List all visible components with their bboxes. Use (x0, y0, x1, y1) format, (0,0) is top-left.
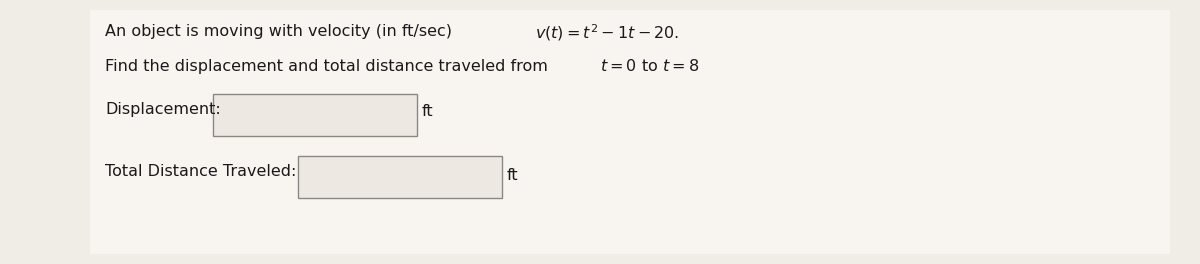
Text: ft: ft (508, 168, 518, 183)
Text: Total Distance Traveled:: Total Distance Traveled: (106, 164, 296, 179)
Text: An object is moving with velocity (in ft/sec): An object is moving with velocity (in ft… (106, 24, 457, 39)
Text: Find the displacement and total distance traveled from: Find the displacement and total distance… (106, 59, 553, 74)
FancyBboxPatch shape (298, 156, 502, 198)
Text: ft: ft (422, 105, 433, 120)
Text: Displacement:: Displacement: (106, 102, 221, 117)
FancyBboxPatch shape (214, 94, 418, 136)
Text: $v(t) = t^2 - 1t - 20.$: $v(t) = t^2 - 1t - 20.$ (535, 22, 679, 43)
FancyBboxPatch shape (90, 10, 1170, 254)
Text: $t = 0$ to $t = 8$: $t = 0$ to $t = 8$ (600, 58, 700, 74)
